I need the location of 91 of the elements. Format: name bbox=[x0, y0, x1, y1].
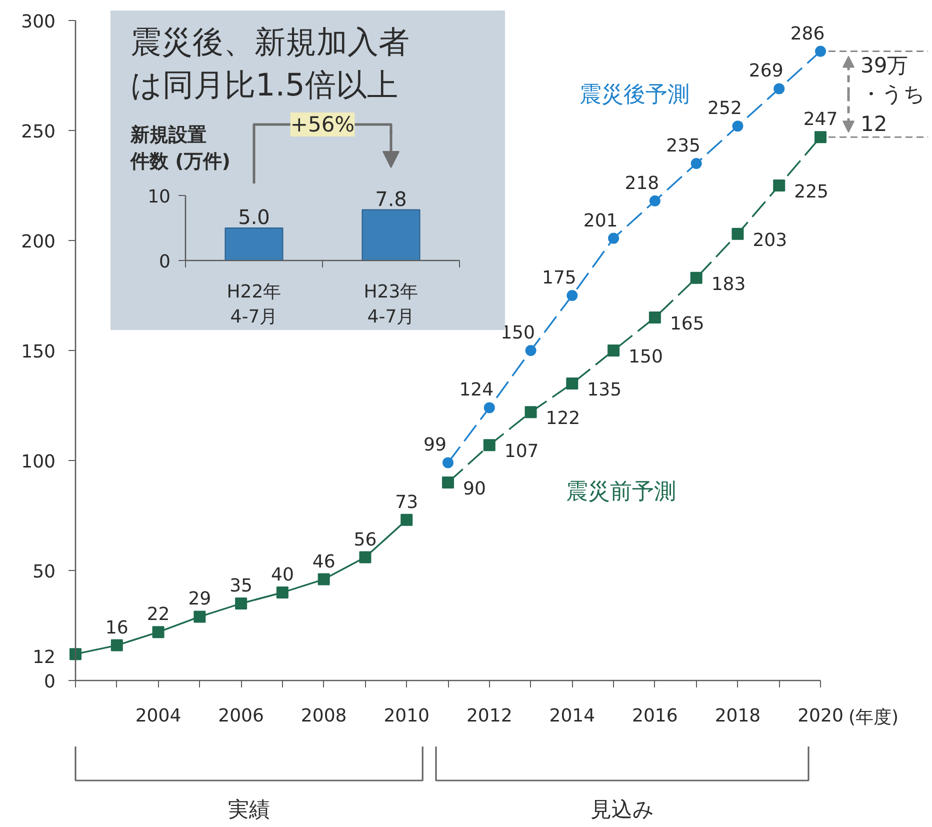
x-tick-label: 2004 bbox=[135, 706, 182, 726]
chart-title: 震災後、新規加入者は同月比1.5倍以上 bbox=[130, 24, 410, 104]
data-label: 122 bbox=[546, 408, 580, 430]
data-label: 269 bbox=[748, 60, 784, 82]
data-label: 235 bbox=[666, 136, 701, 156]
point bbox=[815, 46, 826, 57]
x-tick-label: 2010 bbox=[384, 706, 430, 726]
x-tick-label: H23年 4-7月 bbox=[364, 282, 418, 328]
point bbox=[276, 586, 288, 598]
data-label: 286 bbox=[790, 23, 825, 44]
y-tick-label: 10 bbox=[148, 186, 170, 208]
data-label: 73 bbox=[395, 492, 418, 513]
data-label: 22 bbox=[146, 604, 170, 626]
data-label: 218 bbox=[624, 172, 660, 194]
point bbox=[194, 610, 206, 623]
x-tick-label: 2012 bbox=[466, 706, 512, 726]
y-tick-label: 250 bbox=[21, 122, 56, 142]
point bbox=[525, 345, 536, 356]
y-tick-label: 100 bbox=[21, 452, 56, 472]
point bbox=[566, 290, 578, 301]
x-tick-label: 2020 bbox=[798, 706, 844, 726]
point bbox=[70, 648, 82, 660]
point bbox=[814, 131, 826, 144]
data-label: 7.8 bbox=[375, 186, 407, 211]
point bbox=[690, 272, 702, 284]
data-label: 183 bbox=[711, 274, 746, 295]
data-label: 12 bbox=[32, 647, 56, 668]
data-label: 29 bbox=[188, 588, 212, 610]
point bbox=[774, 83, 785, 94]
y-tick-label: 150 bbox=[21, 342, 56, 362]
data-label: 175 bbox=[542, 268, 576, 288]
y-axis-title: 新規設置件数 (万件) bbox=[130, 124, 230, 172]
data-label: 247 bbox=[803, 109, 838, 130]
x-tick-label: 2006 bbox=[218, 706, 264, 726]
point bbox=[690, 158, 702, 169]
point bbox=[400, 514, 413, 526]
point bbox=[318, 573, 330, 586]
y-tick-label: 50 bbox=[32, 562, 56, 582]
data-label: 252 bbox=[708, 98, 742, 120]
x-tick-label: 2014 bbox=[549, 706, 596, 726]
x-tick-label: 2018 bbox=[714, 706, 761, 726]
data-label: 165 bbox=[670, 314, 704, 334]
point bbox=[732, 120, 744, 132]
text: 39万 bbox=[860, 54, 908, 78]
data-label: 56 bbox=[354, 529, 377, 550]
point bbox=[524, 406, 537, 418]
data-label: 99 bbox=[424, 434, 446, 456]
point bbox=[484, 402, 495, 414]
point bbox=[110, 639, 123, 652]
x-tick-label: 2008 bbox=[300, 706, 347, 726]
point bbox=[648, 312, 661, 324]
point bbox=[732, 228, 744, 240]
text: ・うち bbox=[860, 82, 926, 106]
point bbox=[483, 439, 496, 452]
data-label: 5.0 bbox=[238, 205, 270, 229]
text: 震災後予測 bbox=[580, 82, 690, 108]
point bbox=[235, 598, 248, 610]
point bbox=[608, 344, 620, 356]
data-label: 16 bbox=[105, 617, 128, 638]
point bbox=[442, 476, 454, 488]
text: 見込み bbox=[590, 798, 654, 822]
point bbox=[773, 180, 786, 192]
data-label: 35 bbox=[230, 576, 253, 596]
data-label: 150 bbox=[500, 322, 535, 344]
annotation: +56% bbox=[290, 112, 355, 136]
data-label: 40 bbox=[270, 564, 294, 586]
text: 震災前予測 bbox=[566, 480, 676, 505]
text: 12 bbox=[860, 112, 888, 136]
data-label: 107 bbox=[504, 441, 539, 462]
data-label: 135 bbox=[587, 380, 622, 400]
y-tick-label: 0 bbox=[44, 672, 56, 692]
data-label: 124 bbox=[459, 380, 494, 401]
data-label: 90 bbox=[463, 478, 486, 500]
data-label: 203 bbox=[752, 230, 788, 251]
x-axis-title: (年度) bbox=[848, 707, 899, 728]
point bbox=[359, 551, 372, 564]
y-tick-label: 0 bbox=[159, 252, 170, 272]
point bbox=[649, 195, 660, 206]
y-tick-label: 300 bbox=[21, 12, 56, 32]
data-label: 201 bbox=[583, 210, 618, 232]
data-label: 225 bbox=[794, 182, 828, 202]
point bbox=[152, 626, 164, 638]
y-tick-label: 200 bbox=[21, 232, 56, 252]
data-label: 46 bbox=[312, 551, 336, 572]
point bbox=[442, 457, 454, 468]
point bbox=[608, 232, 620, 244]
data-label: 150 bbox=[628, 346, 663, 368]
x-tick-label: 2016 bbox=[632, 706, 678, 726]
point bbox=[566, 378, 578, 390]
text: 実績 bbox=[228, 798, 270, 822]
x-tick-label: H22年 4-7月 bbox=[226, 282, 282, 328]
